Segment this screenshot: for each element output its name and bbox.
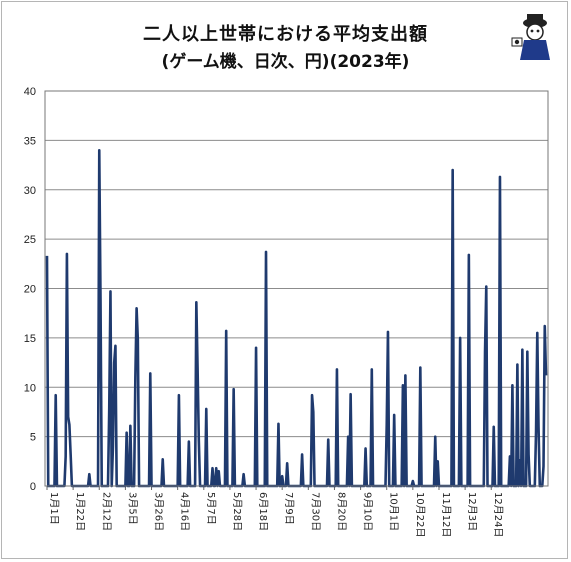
x-tick-label: 11月12日 bbox=[440, 492, 452, 537]
x-tick-label: 4月16日 bbox=[179, 492, 191, 531]
y-tick-label: 20 bbox=[24, 284, 36, 296]
chart-subtitle: (ゲーム機、日次、円)(2023年) bbox=[161, 52, 410, 72]
x-axis-ticks: 1月1日 1月22日 2月12日 3月5日 3月26日 4月16日 5月7日 5月28日 6月1… bbox=[46, 486, 504, 537]
series-line bbox=[45, 148, 548, 488]
mascot-logo bbox=[511, 14, 550, 60]
x-tick-label: 5月7日 bbox=[205, 492, 217, 525]
y-tick-label: 35 bbox=[24, 135, 36, 147]
x-tick-label: 10月22日 bbox=[414, 492, 426, 537]
series-group bbox=[45, 148, 548, 488]
x-tick-label: 9月10日 bbox=[362, 492, 374, 531]
y-axis-ticks: 0 5 10 15 20 25 30 35 40 bbox=[24, 86, 36, 493]
x-tick-label: 1月22日 bbox=[74, 492, 86, 531]
x-tick-label: 3月5日 bbox=[126, 492, 138, 525]
y-tick-label: 25 bbox=[24, 234, 36, 246]
chart-title: 二人以上世帯における平均支出額 bbox=[143, 24, 428, 45]
x-tick-label: 7月30日 bbox=[309, 492, 321, 531]
x-tick-label: 7月9日 bbox=[283, 492, 295, 525]
x-tick-label: 1月1日 bbox=[48, 492, 60, 525]
x-tick-label: 8月20日 bbox=[335, 492, 347, 531]
y-tick-label: 40 bbox=[24, 86, 36, 98]
x-tick-label: 5月28日 bbox=[231, 492, 243, 531]
x-tick-label: 3月26日 bbox=[153, 492, 165, 531]
grid-lines bbox=[45, 90, 548, 487]
y-tick-label: 0 bbox=[30, 481, 36, 493]
x-tick-label: 12月3日 bbox=[466, 492, 478, 531]
axes bbox=[44, 90, 549, 487]
y-tick-label: 30 bbox=[24, 185, 36, 197]
x-tick-label: 6月18日 bbox=[257, 492, 269, 531]
x-tick-label: 10月1日 bbox=[388, 492, 400, 531]
y-tick-label: 5 bbox=[30, 432, 36, 444]
x-tick-label: 12月24日 bbox=[492, 492, 504, 537]
plot-area-border bbox=[44, 90, 549, 487]
x-tick-label: 2月12日 bbox=[100, 492, 112, 531]
y-tick-label: 10 bbox=[24, 382, 36, 394]
y-tick-label: 15 bbox=[24, 333, 36, 345]
